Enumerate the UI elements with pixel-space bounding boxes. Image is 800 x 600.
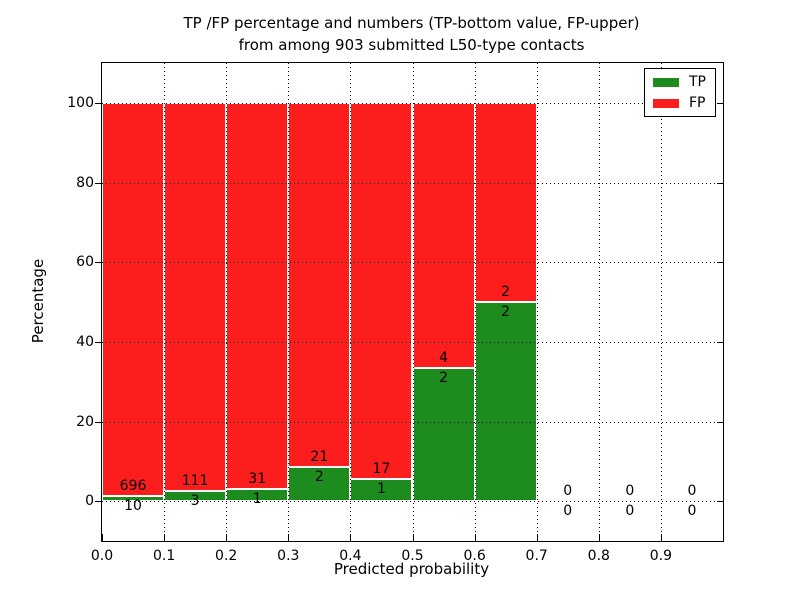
- y-tick-mark-right: [717, 102, 723, 104]
- x-tick-mark: [102, 534, 103, 541]
- v-gridline: [412, 63, 414, 541]
- v-gridline: [288, 63, 290, 541]
- x-tick-label: 0.8: [587, 548, 610, 564]
- x-tick-mark: [598, 534, 600, 541]
- y-tick-label: 20: [76, 413, 94, 430]
- x-tick-label: 0.4: [339, 548, 362, 564]
- x-axis-label: Predicted probability: [333, 560, 490, 578]
- bar-segment-fp: [164, 102, 227, 491]
- tp-count-label: 2: [501, 304, 511, 320]
- fp-count-label: 31: [248, 470, 267, 487]
- v-gridline: [474, 63, 476, 541]
- legend-item-tp: TP: [653, 75, 706, 89]
- x-tick-label: 0.3: [277, 548, 300, 564]
- tp-count-label: 1: [252, 490, 262, 507]
- y-tick-mark: [95, 102, 101, 104]
- y-tick-mark-right: [717, 182, 723, 184]
- y-tick-label: 60: [76, 254, 94, 271]
- x-tick-label: 0.2: [215, 548, 238, 564]
- bar-segment-tp: [412, 368, 475, 502]
- bar-segment-fp: [412, 102, 475, 369]
- v-gridline: [660, 63, 662, 541]
- y-tick-mark-right: [717, 262, 723, 264]
- v-gridline: [536, 63, 538, 541]
- y-tick-label: 100: [67, 94, 94, 111]
- x-tick-mark: [536, 534, 538, 541]
- legend-label: FP: [689, 95, 706, 111]
- y-tick-mark: [95, 501, 101, 503]
- v-gridline: [226, 63, 228, 541]
- fp-count-label: 4: [439, 350, 449, 367]
- chart-title: TP /FP percentage and numbers (TP-bottom…: [101, 12, 722, 56]
- x-tick-mark: [288, 534, 290, 541]
- y-tick-label: 80: [76, 174, 94, 191]
- bar-segment-fp: [102, 102, 165, 496]
- tp-count-label: 10: [124, 497, 142, 514]
- tp-count-label: 2: [439, 370, 449, 387]
- tp-count-label: 0: [687, 503, 697, 520]
- fp-count-label: 17: [372, 461, 391, 478]
- fp-count-label: 21: [310, 448, 329, 465]
- tp-count-label: 3: [190, 492, 200, 509]
- bar-segment-fp: [288, 102, 351, 467]
- v-gridline: [164, 63, 166, 541]
- y-tick-mark: [95, 341, 101, 343]
- x-tick-mark: [412, 534, 414, 541]
- fp-count-label: 0: [625, 483, 635, 500]
- bar-segment-fp: [226, 102, 289, 489]
- x-tick-label: 0.5: [401, 548, 424, 564]
- bar-segment-tp: [288, 466, 351, 502]
- legend-label: TP: [689, 74, 706, 90]
- y-axis-label: Percentage: [29, 258, 47, 344]
- legend-item-fp: FP: [653, 96, 706, 110]
- x-tick-mark: [164, 534, 166, 541]
- bar-segment-tp: [474, 302, 537, 502]
- tp-swatch: [653, 77, 679, 87]
- y-tick-mark: [95, 421, 101, 423]
- bar-segment-fp: [350, 102, 413, 480]
- fp-count-label: 2: [501, 284, 511, 300]
- x-tick-label: 0.6: [463, 548, 486, 564]
- chart-title-line2: from among 903 submitted L50-type contac…: [238, 36, 585, 54]
- v-gridline: [598, 63, 600, 541]
- y-tick-mark-right: [717, 501, 723, 503]
- x-tick-label: 0.1: [152, 548, 176, 564]
- tp-count-label: 0: [563, 503, 573, 520]
- x-tick-label: 0.7: [525, 548, 548, 564]
- y-tick-mark: [95, 182, 101, 184]
- x-tick-label: 0.9: [649, 548, 673, 564]
- y-tick-label: 40: [76, 333, 94, 350]
- tp-count-label: 2: [314, 468, 324, 485]
- tp-count-label: 1: [376, 481, 386, 498]
- y-tick-mark-right: [717, 341, 723, 343]
- y-tick-mark: [95, 262, 101, 264]
- bar-segment-tp: [102, 495, 165, 502]
- x-tick-mark: [350, 534, 352, 541]
- fp-count-label: 0: [687, 483, 697, 500]
- fp-count-label: 696: [119, 477, 147, 494]
- y-tick-mark-right: [717, 421, 723, 423]
- tp-count-label: 0: [625, 503, 635, 520]
- fp-count-label: 0: [563, 483, 573, 500]
- fp-swatch: [653, 98, 679, 108]
- fp-count-label: 111: [181, 472, 209, 489]
- y-tick-label: 0: [85, 493, 94, 510]
- x-tick-mark: [226, 534, 228, 541]
- x-tick-mark: [660, 534, 662, 541]
- legend: TP FP: [644, 68, 716, 117]
- plot-area: 696 10 111 3 31 1 21 2 17 1 4 2 2 2 0 0 0 0 0 0 0.0 0.1 0.2 0.3…: [67, 62, 724, 564]
- bar-segment-fp: [474, 102, 537, 302]
- x-tick-mark: [474, 534, 476, 541]
- v-gridline: [350, 63, 352, 541]
- chart-title-line1: TP /FP percentage and numbers (TP-bottom…: [183, 14, 640, 32]
- x-tick-label: 0.0: [90, 548, 114, 564]
